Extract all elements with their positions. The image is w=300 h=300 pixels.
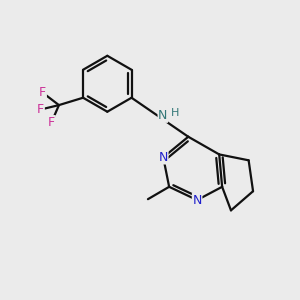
Text: N: N: [192, 194, 202, 207]
Text: F: F: [48, 116, 55, 129]
Text: F: F: [39, 86, 46, 99]
Text: F: F: [37, 103, 44, 116]
Text: N: N: [158, 109, 167, 122]
Text: H: H: [171, 108, 179, 118]
Text: N: N: [159, 151, 168, 164]
